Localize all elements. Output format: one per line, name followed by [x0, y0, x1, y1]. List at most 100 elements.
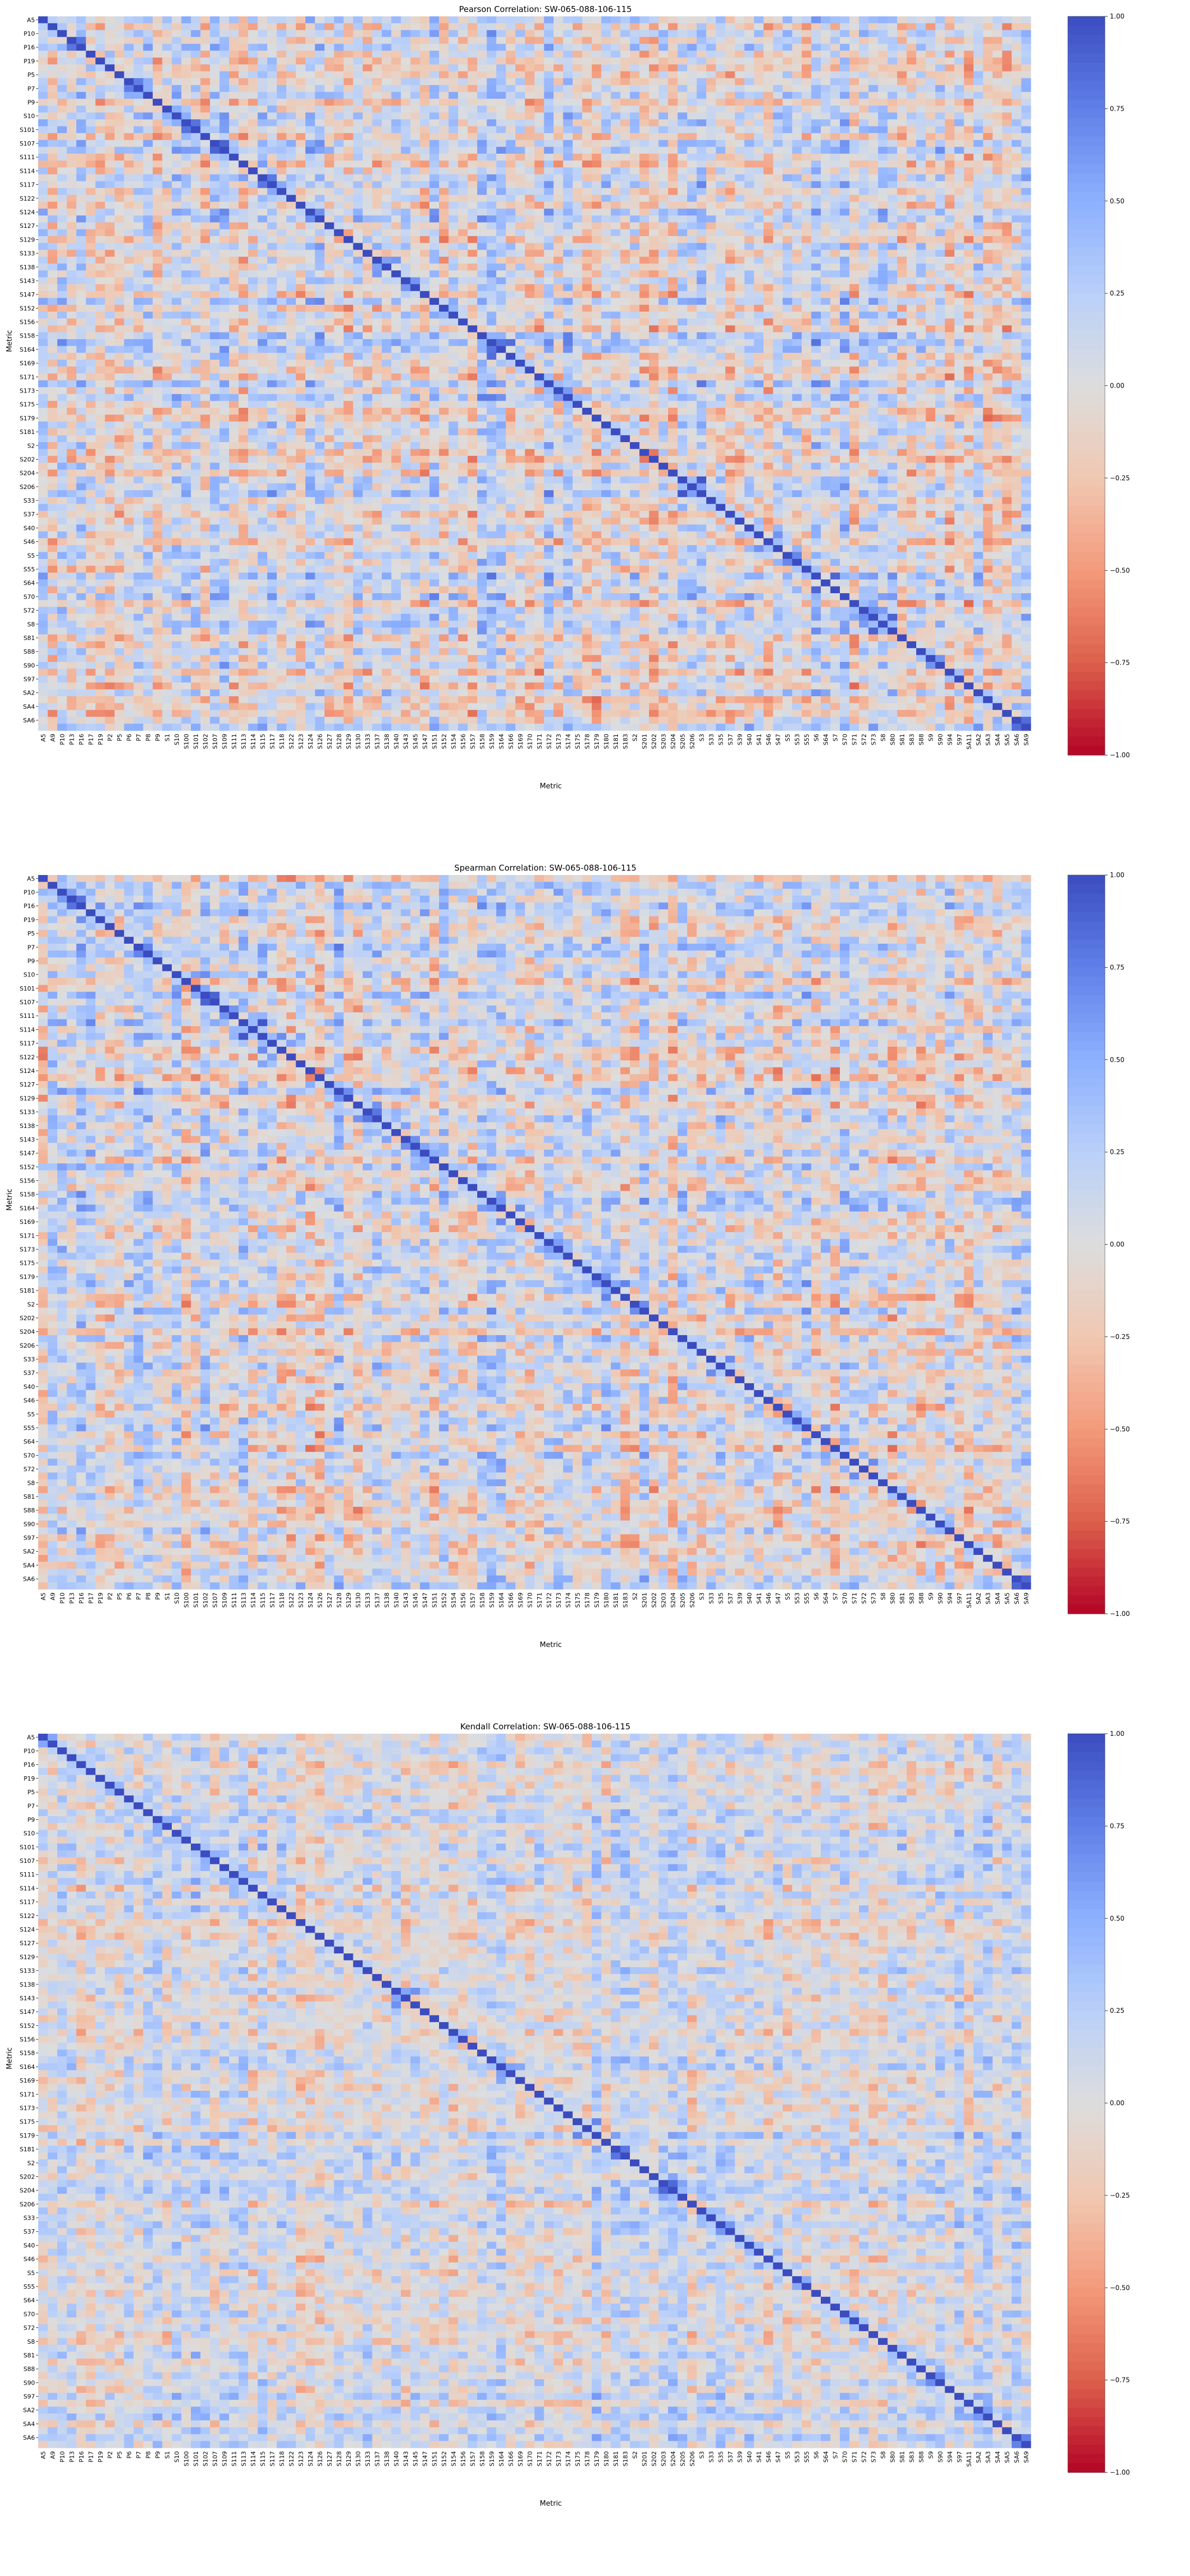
heatmap-cell: [620, 71, 630, 79]
heatmap-cell: [840, 105, 850, 113]
heatmap-cell: [439, 153, 449, 161]
heatmap-cell: [277, 112, 287, 120]
heatmap-cell: [830, 277, 840, 285]
heatmap-cell: [162, 126, 172, 134]
heatmap-cell: [162, 147, 172, 154]
heatmap-cell: [792, 318, 802, 326]
heatmap-cell: [906, 85, 917, 93]
heatmap-cell: [219, 64, 230, 72]
heatmap-cell: [1012, 291, 1021, 298]
heatmap-cell: [592, 263, 602, 271]
heatmap-cell: [76, 298, 86, 305]
heatmap-cell: [878, 256, 888, 264]
heatmap-cell: [420, 167, 430, 175]
heatmap-cell: [906, 298, 917, 305]
heatmap-0: A5P10P16P19P5P7P9S10S101S107S111S114S117…: [20, 13, 1130, 759]
heatmap-cell: [563, 305, 573, 312]
heatmap-cell: [792, 37, 802, 44]
heatmap-cell: [887, 243, 898, 250]
heatmap-cell: [324, 332, 334, 340]
heatmap-cell: [830, 153, 840, 161]
heatmap-cell: [802, 298, 812, 305]
heatmap-cell: [486, 298, 497, 305]
heatmap-cell: [477, 284, 487, 292]
heatmap-cell: [783, 71, 792, 79]
heatmap-cell: [764, 37, 773, 44]
heatmap-cell: [878, 99, 888, 106]
heatmap-cell: [286, 78, 296, 86]
heatmap-cell: [601, 119, 611, 127]
heatmap-cell: [353, 112, 363, 120]
heatmap-cell: [573, 298, 582, 305]
heatmap-cell: [86, 105, 96, 113]
heatmap-cell: [391, 250, 401, 257]
heatmap-cell: [506, 339, 516, 347]
heatmap-cell: [153, 119, 163, 127]
heatmap-cell: [439, 78, 449, 86]
heatmap-cell: [716, 126, 726, 134]
heatmap-cell: [1002, 250, 1012, 257]
heatmap-cell: [706, 284, 716, 292]
heatmap-cell: [887, 64, 898, 72]
heatmap-cell: [554, 85, 563, 93]
heatmap-cell: [1002, 71, 1012, 79]
heatmap-cell: [382, 92, 392, 99]
heatmap-cell: [420, 23, 430, 31]
heatmap-cell: [1021, 305, 1031, 312]
heatmap-cell: [277, 291, 287, 298]
heatmap-cell: [458, 133, 468, 141]
heatmap-cell: [334, 23, 344, 31]
heatmap-cell: [601, 23, 611, 31]
heatmap-cell: [420, 16, 430, 24]
heatmap-cell: [544, 23, 554, 31]
heatmap-cell: [687, 126, 697, 134]
heatmap-cell: [964, 318, 974, 326]
heatmap-cell: [267, 229, 277, 237]
heatmap-cell: [486, 291, 497, 298]
heatmap-cell: [162, 44, 172, 51]
heatmap-cell: [105, 305, 115, 312]
heatmap-cell: [802, 202, 812, 209]
heatmap-cell: [353, 37, 363, 44]
heatmap-cell: [219, 263, 230, 271]
heatmap-cell: [210, 174, 220, 182]
heatmap-cell: [439, 195, 449, 202]
heatmap-cell: [878, 270, 888, 278]
heatmap-cell: [783, 92, 792, 99]
heatmap-cell: [658, 263, 669, 271]
heatmap-cell: [267, 112, 277, 120]
heatmap-cell: [210, 229, 220, 237]
heatmap-cell: [286, 174, 296, 182]
heatmap-cell: [773, 30, 783, 38]
heatmap-cell: [200, 202, 211, 209]
heatmap-cell: [191, 85, 201, 93]
heatmap-cell: [143, 50, 153, 58]
heatmap-cell: [620, 277, 630, 285]
heatmap-cell: [916, 215, 926, 223]
heatmap-cell: [925, 284, 936, 292]
heatmap-cell: [878, 160, 888, 168]
heatmap-cell: [420, 263, 430, 271]
heatmap-cell: [554, 305, 563, 312]
heatmap-cell: [496, 153, 506, 161]
heatmap-cell: [630, 277, 640, 285]
heatmap-cell: [1002, 318, 1012, 326]
heatmap-cell: [210, 243, 220, 250]
heatmap-cell: [153, 256, 163, 264]
heatmap-cell: [115, 263, 124, 271]
heatmap-cell: [525, 332, 535, 340]
heatmap-cell: [878, 277, 888, 285]
heatmap-cell: [296, 208, 306, 216]
heatmap-cell: [811, 112, 821, 120]
heatmap-cell: [611, 50, 621, 58]
heatmap-cell: [1002, 270, 1012, 278]
heatmap-cell: [687, 195, 697, 202]
heatmap-cell: [925, 37, 936, 44]
heatmap-cell: [859, 37, 869, 44]
heatmap-cell: [544, 229, 554, 237]
heatmap-cell: [344, 23, 353, 31]
heatmap-cell: [754, 208, 764, 216]
heatmap-cell: [868, 305, 879, 312]
heatmap-cell: [229, 78, 239, 86]
heatmap-cell: [821, 325, 831, 333]
